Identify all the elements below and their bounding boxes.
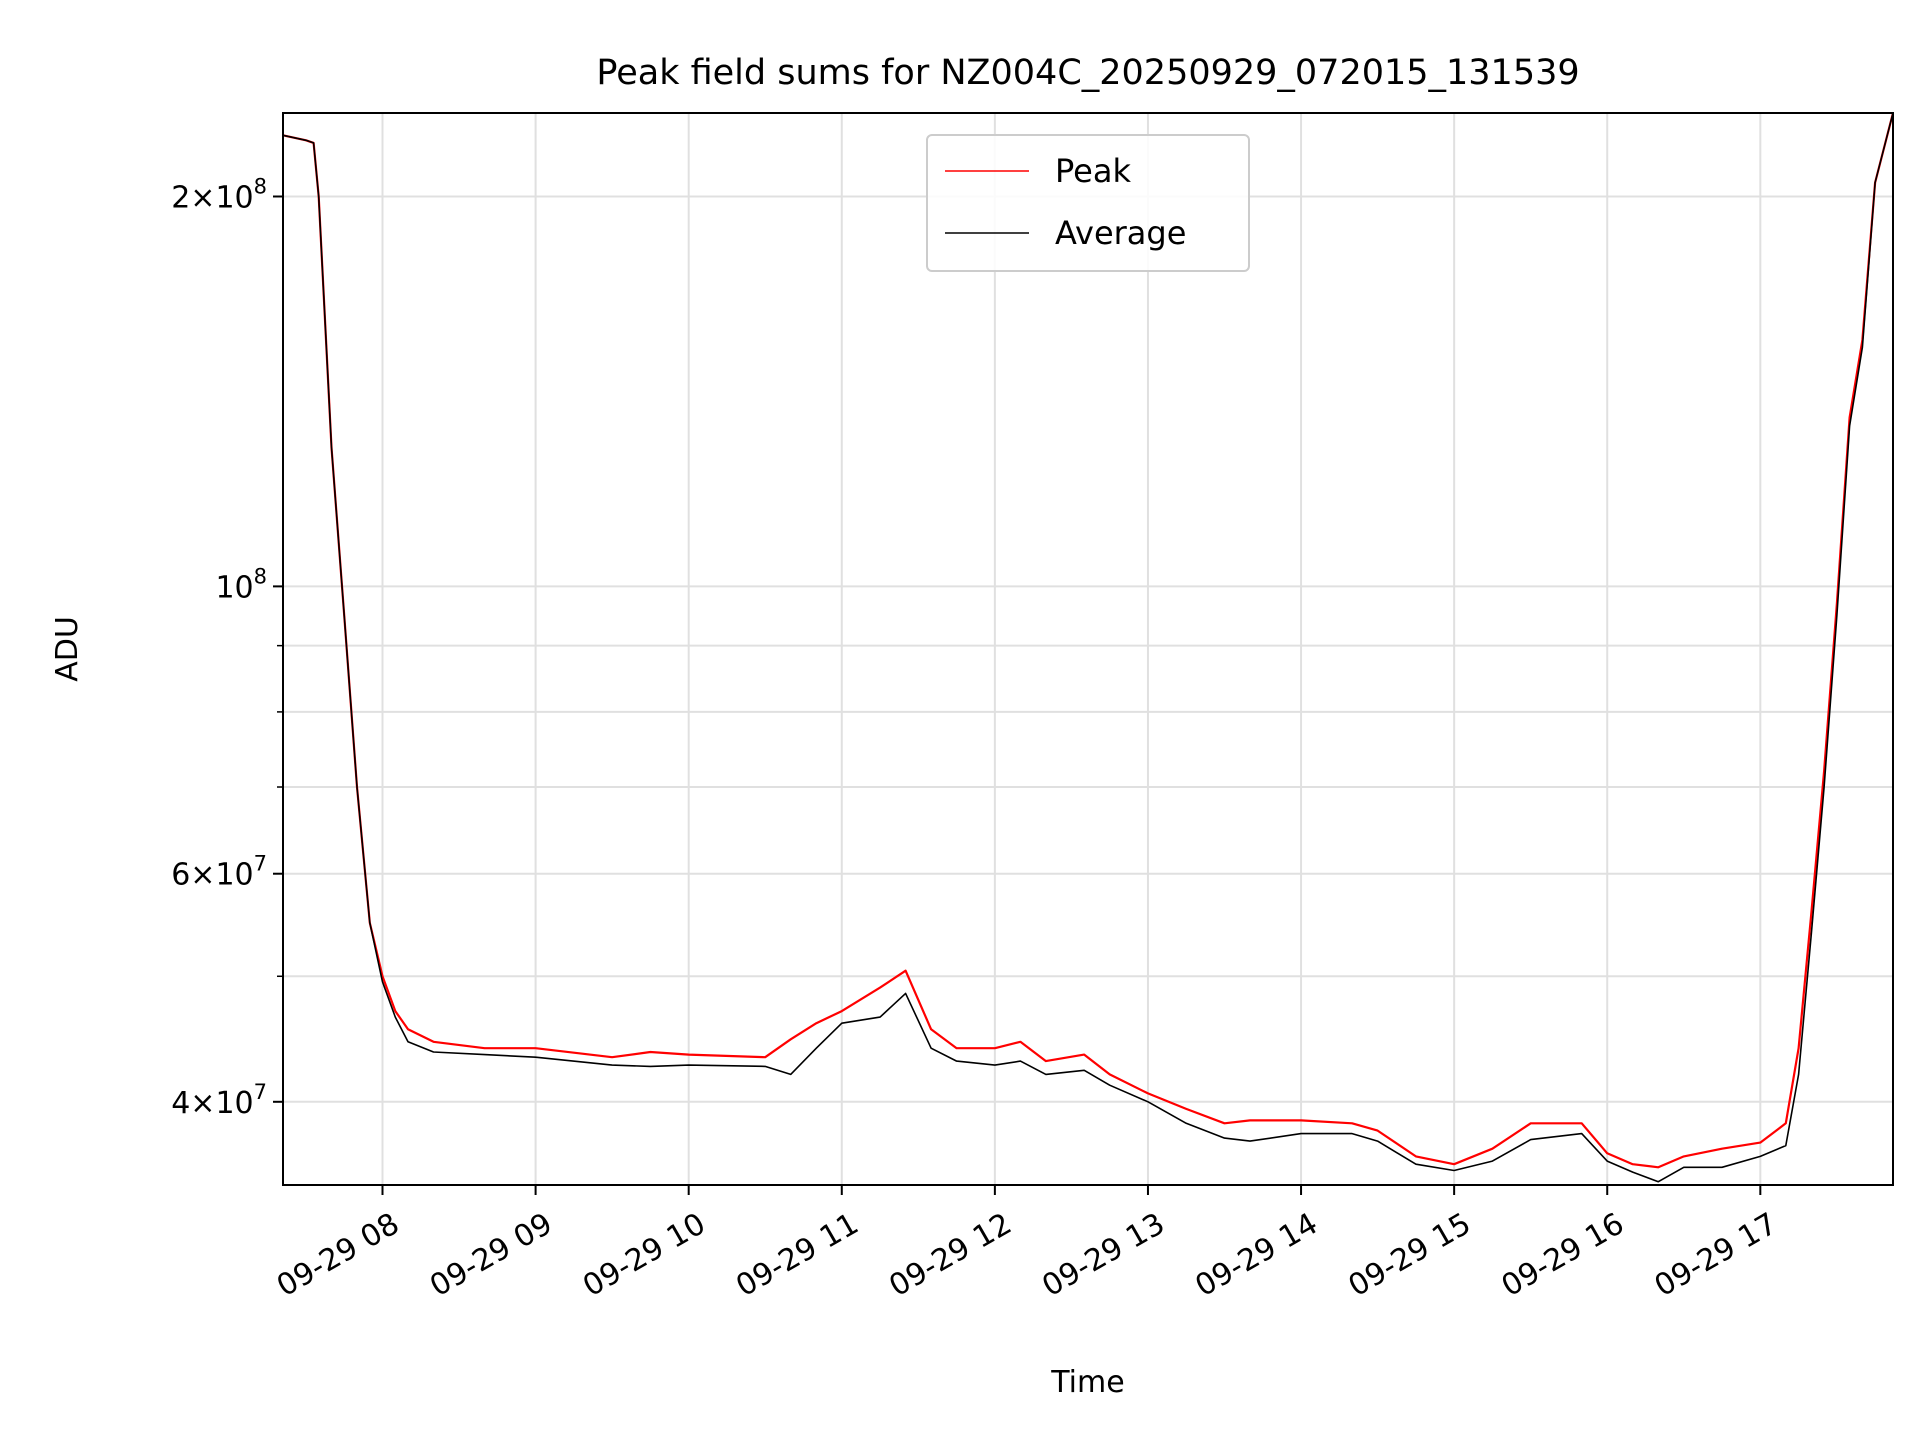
legend-average-label: Average [1055, 214, 1186, 252]
x-tick-label: 09-29 15 [1343, 1206, 1477, 1304]
legend-box [926, 134, 1250, 272]
legend-peak-label: Peak [1055, 152, 1131, 190]
y-axis-label: ADU [50, 616, 85, 682]
x-axis-label: Time [1050, 1365, 1124, 1400]
series-average-line [282, 112, 1894, 1183]
series-lines [282, 112, 1895, 1183]
y-tick-label: 2×108 [171, 174, 267, 215]
x-tick-label: 09-29 12 [883, 1206, 1017, 1304]
x-tick-label: 09-29 11 [730, 1206, 864, 1304]
x-tick-label: 09-29 16 [1496, 1206, 1630, 1304]
axis-ticks: 09-29 08 09-29 09 09-29 10 09-29 11 09-29 12… [171, 174, 1783, 1304]
x-tick-label: 09-29 13 [1036, 1206, 1170, 1304]
y-tick-label: 108 [215, 564, 267, 605]
y-tick-label: 4×107 [171, 1080, 267, 1121]
plot-frame [282, 112, 1894, 1186]
x-tick-label: 09-29 09 [424, 1206, 558, 1304]
legend: Peak Average [926, 134, 1250, 272]
x-tick-label: 09-29 14 [1190, 1206, 1324, 1304]
series-peak-line [282, 112, 1895, 1169]
x-tick-label: 09-29 10 [577, 1206, 711, 1304]
x-tick-label: 09-29 17 [1649, 1206, 1783, 1304]
grid-lines [283, 113, 1893, 1185]
y-tick-label: 6×107 [171, 852, 267, 893]
chart-title: Peak field sums for NZ004C_20250929_0720… [596, 53, 1579, 93]
x-tick-label: 09-29 08 [271, 1206, 405, 1304]
